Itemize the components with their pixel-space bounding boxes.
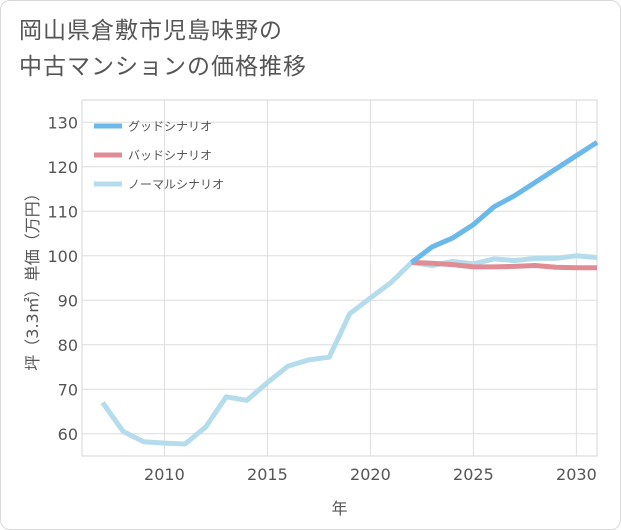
series-lines bbox=[100, 140, 599, 447]
grid bbox=[82, 100, 597, 456]
x-tick-label: 2010 bbox=[144, 465, 185, 484]
x-axis-ticks: 2010 2015 2020 2025 2030 bbox=[144, 465, 597, 484]
y-axis-ticks: 60 70 80 90 100 110 120 130 bbox=[47, 113, 78, 444]
plot-area bbox=[81, 99, 598, 457]
chart-title-line-1: 岡山県倉敷市児島味野の bbox=[19, 18, 283, 44]
legend-label: ノーマルシナリオ bbox=[128, 178, 224, 192]
y-tick-label: 130 bbox=[47, 113, 78, 132]
y-tick-label: 100 bbox=[47, 247, 78, 266]
x-tick-label: 2025 bbox=[453, 465, 494, 484]
legend-label: グッドシナリオ bbox=[128, 120, 212, 134]
x-axis-title: 年 bbox=[331, 499, 347, 518]
x-tick-label: 2015 bbox=[247, 465, 288, 484]
chart-title-line-2: 中古マンションの価格推移 bbox=[19, 54, 307, 80]
y-tick-label: 120 bbox=[47, 158, 78, 177]
chart-title: 岡山県倉敷市児島味野の 中古マンションの価格推移 bbox=[19, 13, 307, 85]
x-tick-label: 2030 bbox=[556, 465, 597, 484]
series-line-0 bbox=[410, 140, 599, 265]
y-tick-label: 90 bbox=[58, 291, 78, 310]
legend-label: バッドシナリオ bbox=[128, 149, 212, 163]
y-axis-title: 坪（3.3㎡）単価（万円） bbox=[23, 185, 42, 370]
y-tick-label: 80 bbox=[58, 336, 78, 355]
series-line-2 bbox=[100, 253, 598, 447]
y-tick-label: 70 bbox=[58, 380, 78, 399]
y-tick-label: 110 bbox=[47, 202, 78, 221]
series-line-1 bbox=[411, 259, 597, 271]
plot-border bbox=[81, 99, 598, 457]
x-tick-label: 2020 bbox=[350, 465, 391, 484]
y-tick-label: 60 bbox=[58, 425, 78, 444]
